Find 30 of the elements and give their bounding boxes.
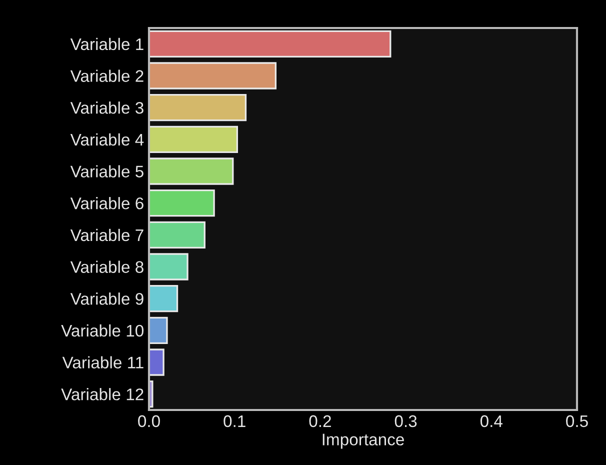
bar: [149, 158, 234, 185]
y-tick-label: Variable 11: [62, 356, 144, 368]
bar: [149, 348, 164, 376]
bar: [149, 221, 206, 248]
bar: [149, 190, 215, 217]
y-tick-label: Variable 7: [70, 228, 144, 242]
y-tick-label: Variable 4: [70, 133, 144, 146]
x-tick-label: 0.0: [138, 415, 160, 428]
bar: [149, 62, 277, 90]
x-axis-title: Importance: [322, 434, 404, 449]
y-tick-label: Variable 1: [70, 38, 144, 50]
y-tick-label: Variable 9: [70, 292, 144, 305]
y-tick-label: Variable 12: [61, 388, 144, 400]
bar: [149, 30, 392, 58]
x-tick-label: 0.4: [480, 415, 502, 428]
x-tick-label: 0.5: [566, 415, 588, 428]
bar: [149, 126, 238, 153]
x-tick-label: 0.3: [394, 415, 417, 428]
y-tick-label: Variable 3: [70, 102, 144, 114]
y-tick-label: Variable 10: [61, 324, 144, 337]
x-tick-label: 0.2: [309, 415, 331, 428]
y-tick-label: Variable 8: [70, 260, 144, 273]
bar: [149, 285, 178, 312]
y-tick-label: Variable 2: [70, 70, 144, 82]
y-tick-label: Variable 5: [70, 165, 144, 178]
bar: [149, 316, 168, 344]
bar: [149, 253, 188, 280]
y-tick-label: Variable 6: [70, 197, 144, 210]
x-tick-label: 0.1: [224, 415, 246, 428]
bar: [149, 94, 247, 122]
